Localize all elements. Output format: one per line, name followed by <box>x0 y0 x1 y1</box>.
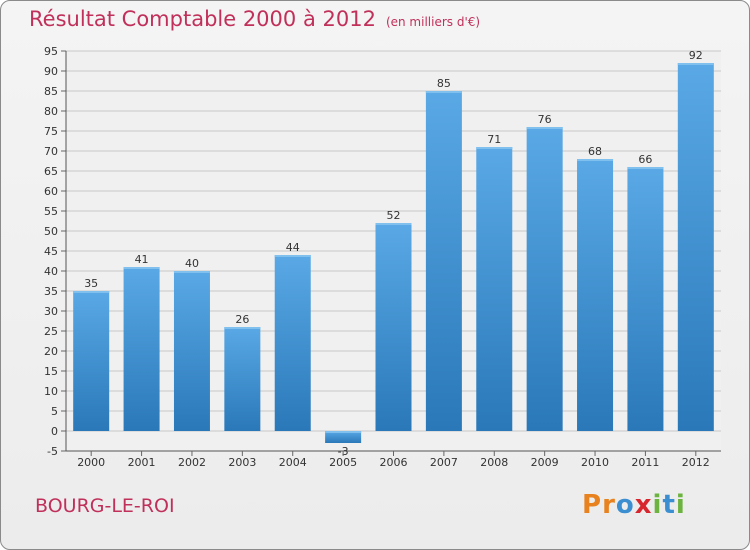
location-name: BOURG-LE-ROI <box>35 495 175 517</box>
y-tick-label: 75 <box>44 125 58 138</box>
bar-highlight <box>627 167 664 169</box>
logo-letter: i <box>675 490 686 520</box>
y-tick-label: 25 <box>44 325 58 338</box>
x-tick-label: 2010 <box>581 456 609 469</box>
y-tick-label: 60 <box>44 185 58 198</box>
y-tick-label: 15 <box>44 365 58 378</box>
x-tick-label: 2000 <box>77 456 105 469</box>
bar-highlight <box>224 327 261 329</box>
data-label: 35 <box>84 277 98 290</box>
bar <box>274 255 311 431</box>
bar <box>526 127 563 431</box>
bar-highlight <box>425 91 462 93</box>
data-label: 44 <box>286 241 300 254</box>
bar <box>476 147 513 431</box>
x-tick-label: 2012 <box>682 456 710 469</box>
logo-letter: r <box>602 490 616 520</box>
data-label: 85 <box>437 77 451 90</box>
y-tick-label: 55 <box>44 205 58 218</box>
x-tick-label: 2011 <box>631 456 659 469</box>
y-tick-label: -5 <box>47 445 58 458</box>
x-tick-label: 2001 <box>128 456 156 469</box>
bar-highlight <box>73 291 110 293</box>
y-tick-label: 5 <box>51 405 58 418</box>
x-tick-label: 2007 <box>430 456 458 469</box>
x-tick-label: 2008 <box>480 456 508 469</box>
bar <box>325 431 362 443</box>
x-tick-label: 2003 <box>228 456 256 469</box>
data-label: 76 <box>538 113 552 126</box>
bar <box>577 159 614 431</box>
bar <box>73 291 110 431</box>
y-tick-label: 80 <box>44 105 58 118</box>
bar-highlight <box>325 431 362 433</box>
x-tick-label: 2009 <box>531 456 559 469</box>
logo-letter: x <box>634 490 653 520</box>
y-tick-label: 90 <box>44 65 58 78</box>
bar <box>627 167 664 431</box>
proxiti-logo[interactable]: Proxiti <box>582 490 686 520</box>
chart-unit-label: (en milliers d'€) <box>385 15 481 29</box>
bar <box>224 327 261 431</box>
data-label: 52 <box>387 209 401 222</box>
logo-letter: t <box>662 490 676 520</box>
data-label: 92 <box>689 49 703 62</box>
y-tick-label: 65 <box>44 165 58 178</box>
data-label: 71 <box>487 133 501 146</box>
bar <box>677 63 714 431</box>
y-tick-label: 20 <box>44 345 58 358</box>
logo-letter: P <box>582 490 603 520</box>
y-tick-label: 45 <box>44 245 58 258</box>
data-label: 68 <box>588 145 602 158</box>
data-label: 41 <box>135 253 149 266</box>
x-tick-label: 2004 <box>279 456 307 469</box>
chart-title-text: Résultat Comptable 2000 à 2012 <box>29 7 376 31</box>
x-tick-label: 2005 <box>329 456 357 469</box>
logo-letter: o <box>615 490 635 520</box>
data-label: 66 <box>638 153 652 166</box>
data-label: 40 <box>185 257 199 270</box>
y-tick-label: 40 <box>44 265 58 278</box>
logo-letter: i <box>652 490 663 520</box>
y-tick-label: 0 <box>51 425 58 438</box>
bar-highlight <box>123 267 160 269</box>
y-tick-label: 30 <box>44 305 58 318</box>
bar-highlight <box>476 147 513 149</box>
bar <box>425 91 462 431</box>
x-tick-label: 2006 <box>380 456 408 469</box>
y-tick-label: 35 <box>44 285 58 298</box>
bar-highlight <box>526 127 563 129</box>
y-tick-label: 70 <box>44 145 58 158</box>
bar-highlight <box>677 63 714 65</box>
bar <box>375 223 412 431</box>
data-label: 26 <box>235 313 249 326</box>
bar-highlight <box>173 271 210 273</box>
x-tick-label: 2002 <box>178 456 206 469</box>
y-tick-label: 95 <box>44 45 58 58</box>
bar <box>123 267 160 431</box>
bar-highlight <box>274 255 311 257</box>
y-tick-label: 10 <box>44 385 58 398</box>
y-tick-label: 50 <box>44 225 58 238</box>
bar <box>173 271 210 431</box>
bar-highlight <box>577 159 614 161</box>
y-tick-label: 85 <box>44 85 58 98</box>
bar-highlight <box>375 223 412 225</box>
chart-title: Résultat Comptable 2000 à 2012 (en millie… <box>29 7 480 31</box>
